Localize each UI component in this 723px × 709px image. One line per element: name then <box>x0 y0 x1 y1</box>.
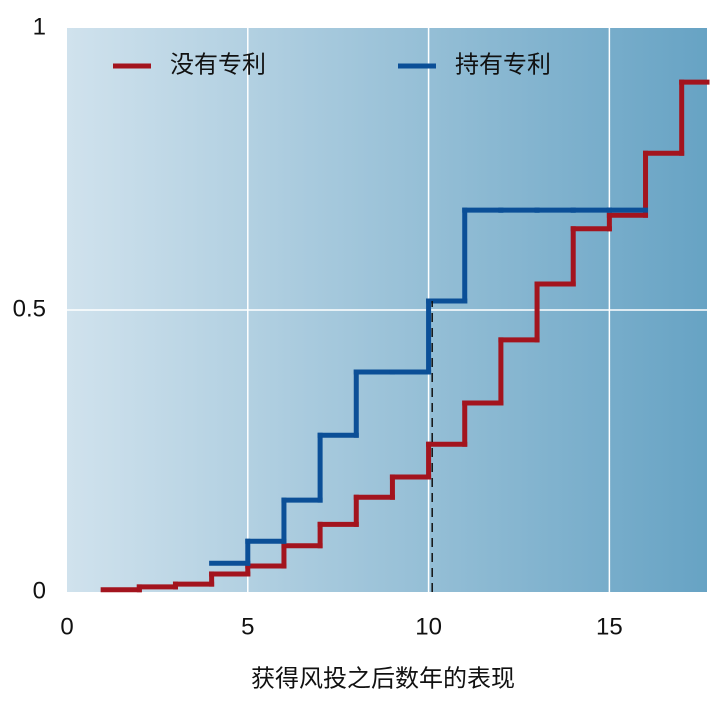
legend-label: 持有专利 <box>455 51 551 78</box>
y-tick-label: 1 <box>33 13 46 40</box>
y-tick-label: 0 <box>33 577 46 604</box>
x-tick-label: 15 <box>596 613 623 640</box>
x-tick-label: 0 <box>60 613 73 640</box>
legend-label: 没有专利 <box>170 51 266 78</box>
y-tick-label: 0.5 <box>13 295 46 322</box>
x-tick-label: 10 <box>415 613 442 640</box>
x-axis-label: 获得风投之后数年的表现 <box>251 665 515 692</box>
x-tick-label: 5 <box>241 613 254 640</box>
